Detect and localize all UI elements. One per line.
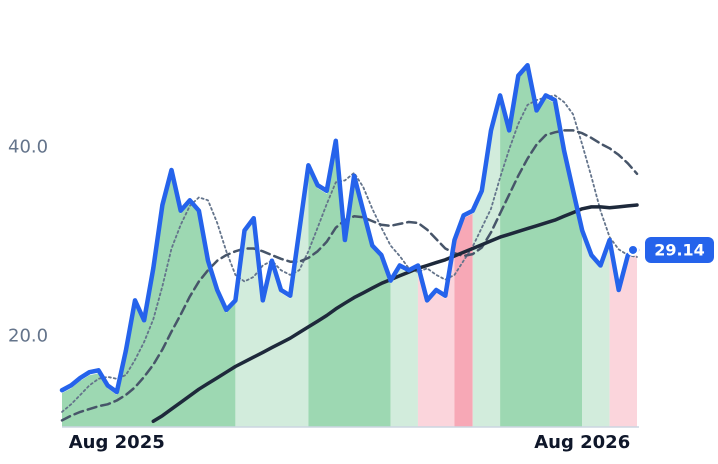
x-tick-label: Aug 2025 (69, 432, 165, 453)
series-line (59, 62, 640, 395)
regime-band (308, 143, 391, 427)
regime-band (500, 68, 583, 428)
y-tick-label: 40.0 (8, 136, 48, 157)
regime-band (390, 268, 418, 427)
last-point (627, 243, 639, 256)
regime-band (472, 98, 501, 427)
value-badge (645, 236, 714, 263)
regime-band (454, 213, 473, 427)
last-value-label: 29.14 (654, 240, 705, 259)
regime-band (417, 242, 455, 427)
regime-band (582, 233, 610, 427)
regime-band (235, 168, 309, 427)
x-tick-label: Aug 2026 (534, 432, 630, 453)
series-line (151, 203, 639, 424)
y-tick-label: 20.0 (8, 325, 48, 346)
